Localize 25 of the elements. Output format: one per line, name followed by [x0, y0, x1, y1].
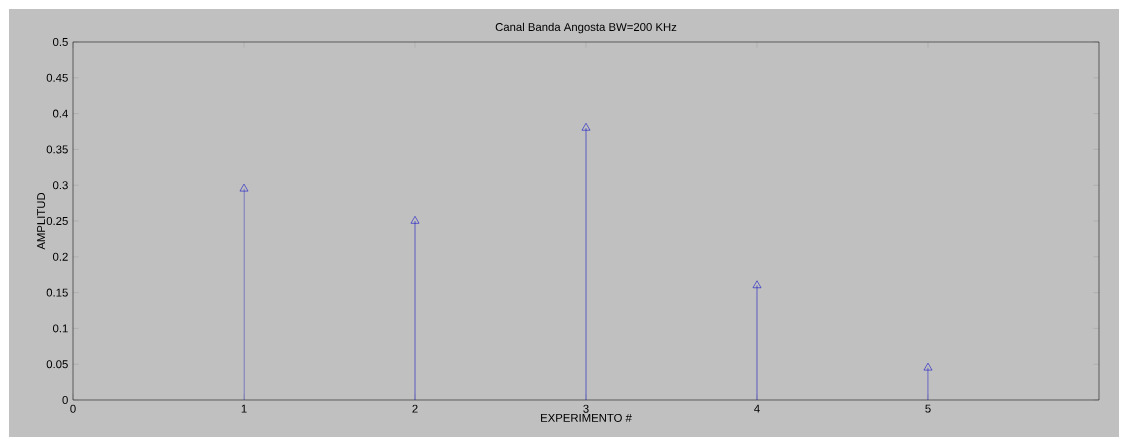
chart-title: Canal Banda Angosta BW=200 KHz: [495, 22, 677, 34]
y-tick-label: 0.4: [52, 109, 68, 118]
y-tick-label: 0.5: [52, 37, 68, 46]
point: [923, 362, 933, 371]
x-tick-label: 0: [70, 404, 76, 413]
point: [239, 183, 249, 192]
x-tick-label: 2: [412, 404, 418, 413]
y-axis-title: AMPLITUD: [37, 192, 46, 250]
y-tick-label: 0.25: [46, 216, 68, 225]
x-tick-label: 3: [583, 404, 589, 413]
y-tick-label: 0.05: [46, 360, 68, 369]
x-tick-label: 5: [925, 404, 931, 413]
x-tick-label: 1: [241, 404, 247, 413]
x-axis-title: EXPERIMENTO #: [541, 413, 632, 422]
point: [410, 216, 420, 224]
y-tick-label: 0: [62, 395, 68, 404]
point: [752, 280, 762, 289]
y-tick-label: 0.35: [46, 145, 68, 154]
y-tick-label: 0.2: [52, 252, 68, 261]
y-tick-label: 0.15: [46, 288, 68, 297]
y-tick-label: 0.3: [52, 181, 68, 190]
point: [581, 122, 591, 131]
y-tick-label: 0.1: [52, 324, 68, 333]
x-tick-label: 4: [754, 404, 760, 413]
y-tick-label: 0.45: [46, 73, 68, 82]
